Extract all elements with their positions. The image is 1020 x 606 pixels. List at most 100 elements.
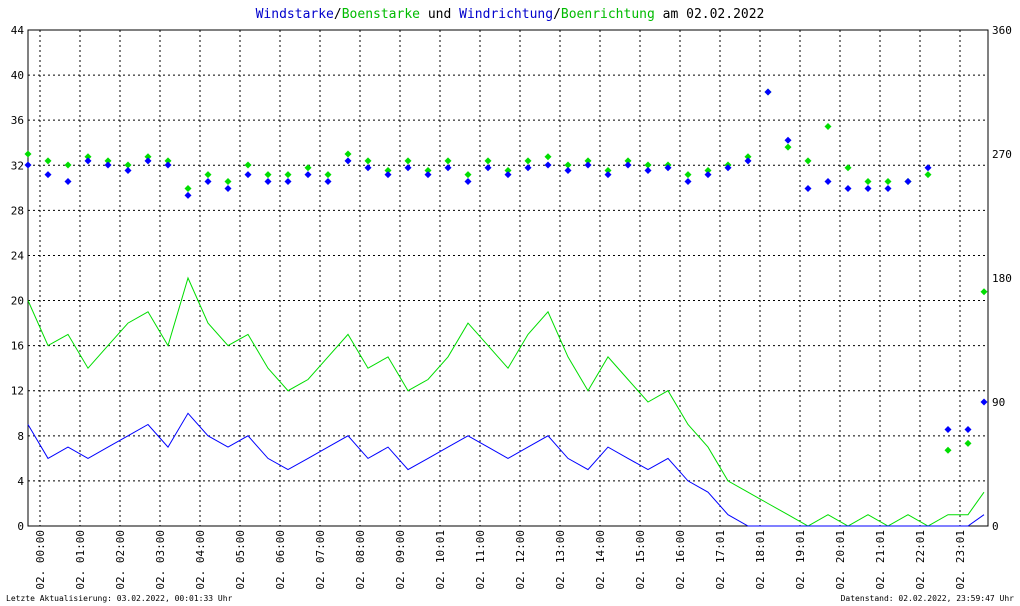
- footer-data-status: Datenstand: 02.02.2022, 23:59:47 Uhr: [841, 594, 1015, 603]
- wind-direction-point: [584, 161, 592, 169]
- gust-direction-point: [224, 178, 232, 186]
- wind-direction-point: [224, 184, 232, 192]
- gust-direction-point: [544, 153, 552, 161]
- wind-direction-point: [84, 157, 92, 165]
- wind-direction-point: [904, 178, 912, 186]
- gust-direction-point: [444, 157, 452, 165]
- left-axis-ticks: 0 4 8 12 16 20 24 28 32 36 40 44: [11, 24, 25, 533]
- wind-direction-point: [824, 178, 832, 186]
- x-tick-label: 02. 14:00: [594, 530, 607, 590]
- wind-direction-point: [424, 171, 432, 179]
- left-tick-label: 44: [11, 24, 25, 37]
- gust-direction-point: [64, 161, 72, 169]
- wind-direction-point: [264, 178, 272, 186]
- grid-lines: [28, 30, 988, 526]
- right-axis-ticks: 0 90 180 270 360: [992, 24, 1012, 533]
- gust-direction-point: [404, 157, 412, 165]
- title-slash-1: /: [334, 7, 342, 22]
- gust-direction-point: [204, 171, 212, 179]
- x-tick-label: 02. 20:01: [834, 530, 847, 590]
- wind-direction-point: [244, 171, 252, 179]
- wind-direction-point: [684, 178, 692, 186]
- wind-direction-point: [724, 164, 732, 172]
- x-tick-label: 02. 05:00: [234, 530, 247, 590]
- wind-direction-point: [464, 178, 472, 186]
- x-tick-label: 02. 18:01: [754, 530, 767, 590]
- title-date: am 02.02.2022: [655, 7, 765, 22]
- gust-direction-point: [304, 164, 312, 172]
- gust-direction-point: [424, 167, 432, 175]
- wind-direction-point: [304, 171, 312, 179]
- wind-direction-series: [24, 88, 988, 434]
- x-tick-label: 02. 08:00: [354, 530, 367, 590]
- gust-direction-point: [324, 171, 332, 179]
- right-tick-label: 270: [992, 148, 1012, 161]
- x-tick-label: 02. 22:01: [914, 530, 927, 590]
- gust-direction-point: [884, 178, 892, 186]
- x-tick-label: 02. 00:00: [34, 530, 47, 590]
- wind-direction-point: [744, 157, 752, 165]
- gust-direction-point: [644, 161, 652, 169]
- wind-direction-point: [564, 167, 572, 175]
- wind-direction-point: [64, 178, 72, 186]
- x-tick-label: 02. 19:01: [794, 530, 807, 590]
- gust-direction-point: [784, 143, 792, 151]
- wind-direction-point: [784, 136, 792, 144]
- gust-series: [27, 276, 985, 527]
- wind-direction-point: [944, 426, 952, 434]
- x-tick-label: 02. 16:00: [674, 530, 687, 590]
- gust-direction-series: [24, 88, 988, 454]
- gust-direction-point: [164, 157, 172, 165]
- title-boenrichtung: Boenrichtung: [561, 7, 655, 22]
- wind-direction-point: [624, 161, 632, 169]
- gust-direction-point: [864, 178, 872, 186]
- gust-direction-point: [124, 161, 132, 169]
- left-tick-label: 28: [11, 204, 24, 217]
- x-tick-label: 02. 03:00: [154, 530, 167, 590]
- x-tick-label: 02. 09:00: [394, 530, 407, 590]
- wind-direction-point: [504, 171, 512, 179]
- gust-direction-point: [924, 171, 932, 179]
- left-tick-label: 16: [11, 340, 24, 353]
- gust-direction-point: [684, 171, 692, 179]
- wind-direction-point: [644, 167, 652, 175]
- title-boenstarke: Boenstarke: [342, 7, 420, 22]
- x-tick-label: 02. 23:01: [954, 530, 967, 590]
- x-tick-label: 02. 11:00: [474, 530, 487, 590]
- gust-direction-point: [980, 288, 988, 296]
- wind-direction-point: [204, 178, 212, 186]
- wind-direction-point: [980, 398, 988, 406]
- wind-direction-point: [704, 171, 712, 179]
- gust-direction-point: [564, 161, 572, 169]
- wind-direction-point: [544, 161, 552, 169]
- x-tick-label: 02. 12:00: [514, 530, 527, 590]
- right-tick-label: 360: [992, 24, 1012, 37]
- x-tick-label: 02. 07:00: [314, 530, 327, 590]
- left-tick-label: 32: [11, 159, 24, 172]
- x-tick-label: 02. 02:00: [114, 530, 127, 590]
- gust-direction-point: [104, 157, 112, 165]
- gust-direction-point: [524, 157, 532, 165]
- gust-direction-point: [604, 167, 612, 175]
- right-tick-label: 90: [992, 396, 1005, 409]
- gust-direction-point: [484, 157, 492, 165]
- left-tick-label: 36: [11, 114, 24, 127]
- x-tick-label: 02. 01:00: [74, 530, 87, 590]
- gust-direction-point: [624, 157, 632, 165]
- wind-direction-point: [184, 191, 192, 199]
- gust-direction-point: [744, 153, 752, 161]
- wind-direction-point: [844, 184, 852, 192]
- wind-direction-point: [664, 164, 672, 172]
- plot-frame: [27, 29, 989, 527]
- wind-direction-point: [344, 157, 352, 165]
- wind-direction-point: [124, 167, 132, 175]
- wind-speed-line: [27, 412, 985, 527]
- wind-direction-point: [44, 171, 52, 179]
- wind-direction-point: [24, 161, 32, 169]
- left-tick-label: 12: [11, 385, 24, 398]
- wind-direction-point: [964, 426, 972, 434]
- wind-direction-point: [484, 164, 492, 172]
- gust-direction-point: [84, 153, 92, 161]
- gust-direction-point: [344, 150, 352, 158]
- gust-direction-point: [964, 439, 972, 447]
